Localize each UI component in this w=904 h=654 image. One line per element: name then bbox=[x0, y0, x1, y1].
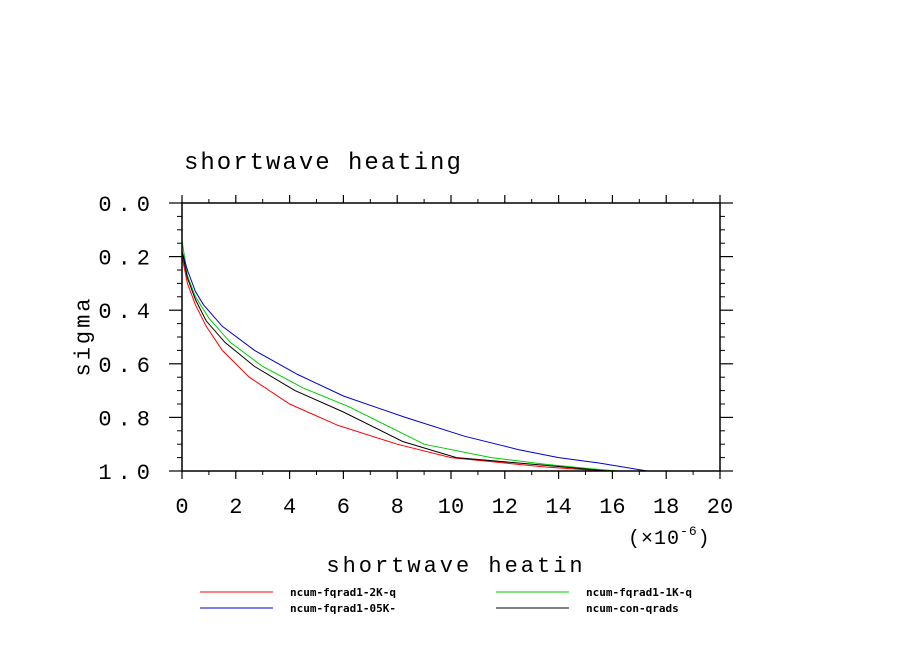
y-tick-label: 0.4 bbox=[98, 300, 156, 325]
x-tick-label: 0 bbox=[175, 495, 188, 520]
tick-labels: 0 2 4 6 8 10 12 14 16 18 20 0.0 0.2 0.4 0.6 0.8 1.0 bbox=[98, 193, 733, 520]
x-tick-label: 2 bbox=[229, 495, 242, 520]
x-axis-label: shortwave heatin bbox=[326, 554, 586, 579]
y-tick-label: 0.0 bbox=[98, 193, 156, 218]
series-line bbox=[181, 256, 613, 472]
series-line bbox=[181, 251, 608, 472]
multiplier-prefix: (×10 bbox=[628, 528, 681, 551]
x-axis-multiplier: (×10-6) bbox=[628, 524, 711, 551]
legend-label: ncum-fqrad1-05K- bbox=[290, 602, 396, 615]
x-tick-label: 10 bbox=[438, 495, 464, 520]
y-tick-label: 0.6 bbox=[98, 354, 156, 379]
x-tick-label: 18 bbox=[653, 495, 679, 520]
series-line bbox=[181, 240, 618, 472]
y-tick-label: 1.0 bbox=[98, 461, 156, 486]
legend-label: ncum-con-qrads bbox=[586, 602, 679, 615]
x-tick-label: 14 bbox=[545, 495, 571, 520]
x-tick-label: 16 bbox=[599, 495, 625, 520]
x-tick-label: 12 bbox=[492, 495, 518, 520]
series-line bbox=[181, 251, 648, 472]
y-tick-label: 0.8 bbox=[98, 407, 156, 432]
plot-frame bbox=[181, 202, 721, 472]
x-tick-label: 6 bbox=[337, 495, 350, 520]
legend-label: ncum-fqrad1-2K-q bbox=[290, 586, 396, 599]
legend: ncum-fqrad1-2K-q ncum-fqrad1-1K-q ncum-fqr… bbox=[200, 586, 692, 615]
x-tick-label: 20 bbox=[707, 495, 733, 520]
multiplier-suffix: ) bbox=[697, 528, 711, 551]
x-tick-label: 4 bbox=[283, 495, 296, 520]
series-lines bbox=[181, 240, 648, 472]
legend-label: ncum-fqrad1-1K-q bbox=[586, 586, 692, 599]
y-tick-label: 0.2 bbox=[98, 247, 156, 272]
x-tick-label: 8 bbox=[391, 495, 404, 520]
chart-title: shortwave heating bbox=[184, 150, 463, 177]
multiplier-exponent: -6 bbox=[680, 524, 698, 539]
axis-ticks bbox=[169, 195, 733, 479]
